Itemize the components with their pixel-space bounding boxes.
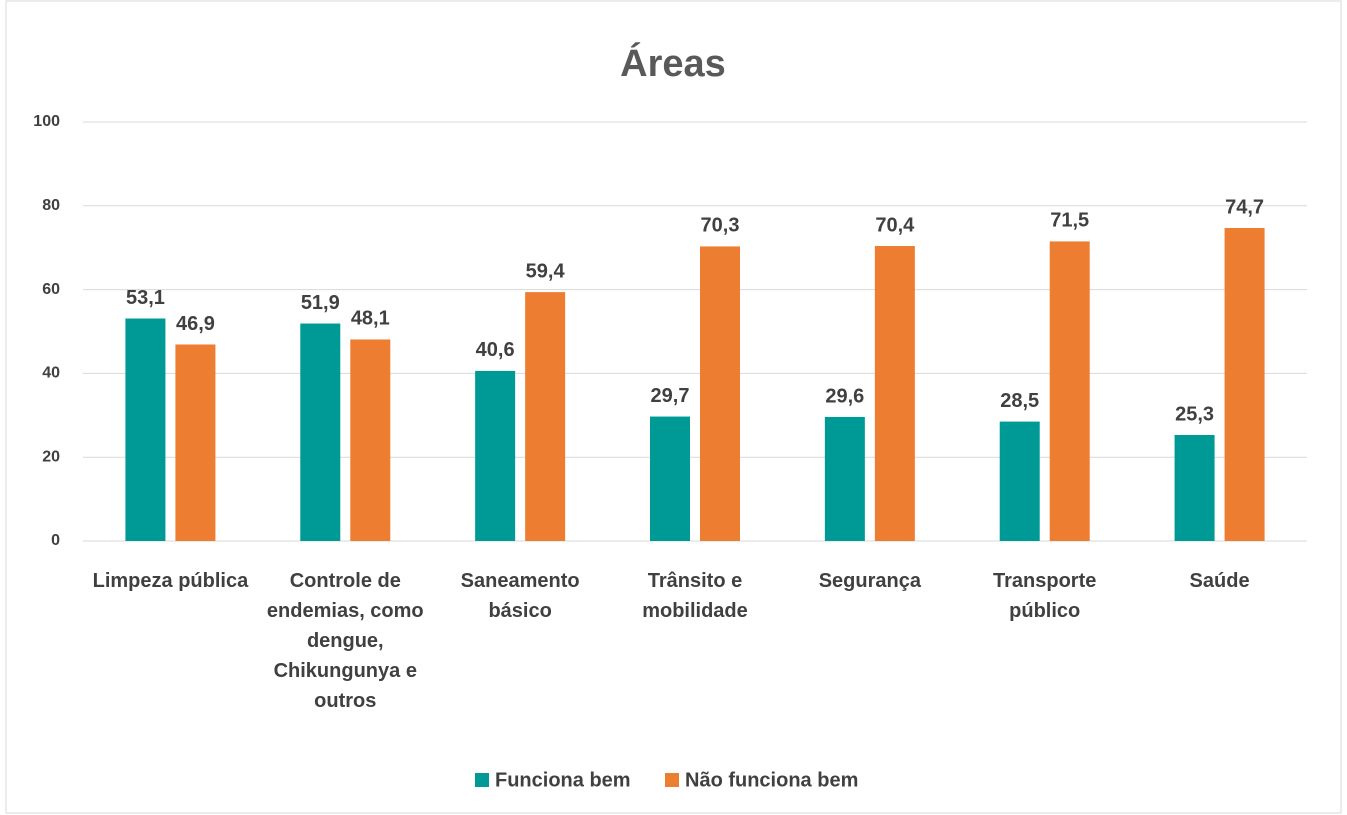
bar — [874, 246, 915, 542]
bar — [1049, 241, 1090, 542]
legend-label: Não funciona bem — [685, 769, 858, 791]
bar — [1174, 434, 1215, 541]
y-tick-label: 60 — [42, 281, 60, 298]
bar — [525, 292, 566, 541]
bar — [125, 318, 166, 541]
value-label: 59,4 — [526, 260, 566, 282]
chart-frame — [5, 0, 1342, 814]
bar — [700, 246, 740, 541]
value-label: 74,7 — [1225, 196, 1264, 218]
bar — [300, 323, 341, 541]
bar — [1224, 228, 1265, 541]
x-tick-label: Transporte público — [993, 570, 1097, 622]
value-label: 46,9 — [176, 313, 215, 335]
bar — [824, 416, 865, 541]
bar — [175, 344, 216, 541]
bar — [650, 416, 690, 541]
value-label: 28,5 — [1000, 390, 1039, 412]
bar — [999, 421, 1040, 541]
value-label: 53,1 — [126, 287, 165, 309]
value-label: 40,6 — [476, 339, 515, 361]
bar — [350, 339, 391, 541]
bar — [475, 370, 516, 541]
value-label: 70,3 — [701, 215, 740, 237]
value-label: 48,1 — [351, 308, 390, 330]
y-tick-label: 40 — [42, 365, 60, 382]
x-tick-label: Saneamento básico — [460, 570, 580, 622]
x-tick-label: Trânsito e mobilidade — [642, 570, 748, 622]
value-label: 71,5 — [1050, 210, 1089, 232]
y-tick-label: 80 — [42, 197, 60, 214]
value-label: 51,9 — [301, 292, 340, 314]
value-label: 25,3 — [1175, 403, 1214, 425]
x-tick-label: Controle de endemias, como dengue, Chiku… — [266, 570, 424, 712]
y-tick-label: 100 — [33, 113, 60, 130]
legend-label: Funciona bem — [495, 769, 631, 791]
legend-swatch — [475, 773, 489, 787]
y-tick-label: 0 — [51, 532, 60, 549]
value-label: 29,7 — [651, 385, 690, 407]
y-tick-label: 20 — [42, 448, 60, 465]
legend-swatch — [665, 773, 679, 787]
value-label: 29,6 — [825, 385, 864, 407]
value-label: 70,4 — [875, 214, 915, 236]
x-tick-label: Saúde — [1189, 570, 1250, 592]
x-tick-label: Limpeza pública — [92, 570, 249, 592]
x-tick-label: Segurança — [818, 570, 921, 592]
chart-title: Áreas — [620, 41, 726, 85]
